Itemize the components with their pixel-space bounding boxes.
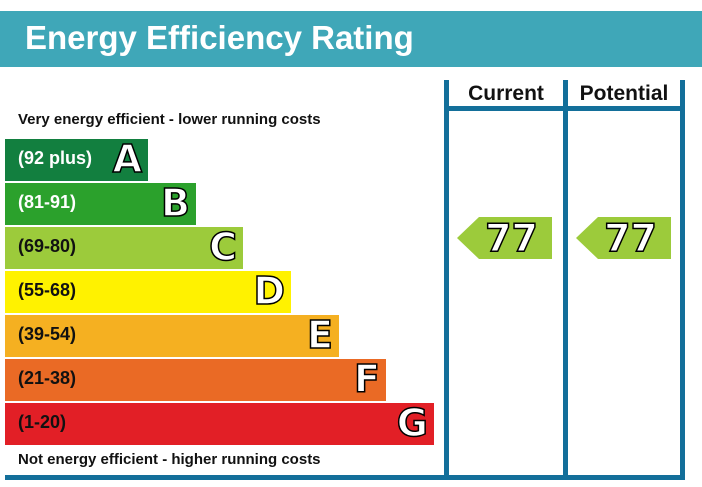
bottom-border — [5, 475, 685, 480]
band-range: (55-68) — [18, 280, 77, 300]
header-bar: Energy Efficiency Rating — [0, 11, 702, 67]
band-c: (69-80) C — [5, 224, 243, 270]
column-header-potential: Potential — [579, 82, 669, 105]
band-e: (39-54) E — [5, 312, 339, 358]
bottom-note: Not energy efficient - higher running co… — [18, 451, 321, 468]
band-letter: A — [112, 136, 143, 182]
band-d: (55-68) D — [5, 268, 291, 314]
column-header-current: Current — [468, 82, 544, 105]
column-divider — [680, 80, 685, 480]
column-divider — [444, 80, 449, 480]
current-arrow-shape — [457, 217, 552, 259]
band-g: (1-20) G — [5, 400, 434, 446]
band-range: (39-54) — [18, 324, 77, 344]
potential-rating-arrow: 77 — [576, 215, 671, 261]
band-range: (92 plus) — [18, 148, 93, 168]
column-divider — [563, 80, 568, 480]
band-letter: B — [160, 180, 190, 226]
header-divider — [444, 106, 685, 111]
band-letter: C — [208, 224, 237, 270]
potential-arrow-shape — [576, 217, 671, 259]
band-a: (92 plus) A — [5, 136, 148, 182]
band-letter: D — [253, 268, 286, 314]
page-title: Energy Efficiency Rating — [25, 19, 414, 56]
band-b: (81-91) B — [5, 180, 196, 226]
band-range: (81-91) — [18, 192, 77, 212]
band-letter: G — [396, 400, 429, 446]
band-letter: F — [353, 356, 380, 402]
band-range: (69-80) — [18, 236, 77, 256]
band-range: (21-38) — [18, 368, 77, 388]
band-range: (1-20) — [18, 412, 67, 432]
current-rating-value: 77 — [484, 215, 538, 261]
current-rating-arrow: 77 — [457, 215, 552, 261]
band-letter: E — [306, 312, 333, 358]
band-f: (21-38) F — [5, 356, 386, 402]
top-note: Very energy efficient - lower running co… — [18, 111, 321, 128]
potential-rating-value: 77 — [603, 215, 657, 261]
